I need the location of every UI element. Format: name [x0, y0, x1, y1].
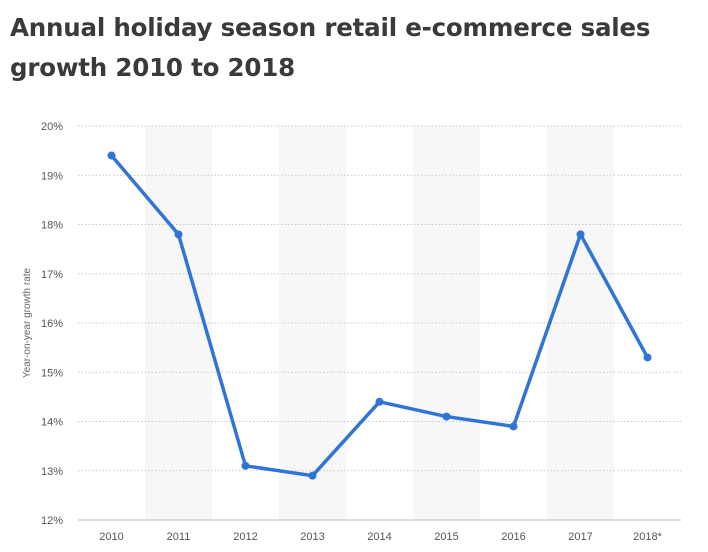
data-point[interactable]: [576, 230, 585, 239]
x-tick-label: 2011: [167, 531, 191, 543]
chart-title: Annual holiday season retail e-commerce …: [10, 13, 651, 82]
data-point[interactable]: [643, 353, 652, 362]
y-tick-label: 12%: [41, 515, 63, 527]
x-tick-label: 2017: [568, 531, 592, 543]
data-point[interactable]: [174, 230, 183, 239]
x-tick-label: 2018*: [633, 531, 662, 543]
y-tick-label: 20%: [41, 121, 63, 133]
y-axis-ticks: 12% 13% 14% 15% 16% 17% 18% 19% 20%: [41, 121, 63, 527]
x-tick-label: 2013: [300, 531, 324, 543]
x-tick-label: 2012: [233, 531, 257, 543]
data-point[interactable]: [375, 397, 384, 406]
y-tick-label: 15%: [41, 367, 63, 379]
y-tick-label: 18%: [41, 220, 63, 232]
x-tick-label: 2010: [99, 531, 123, 543]
x-tick-label: 2016: [501, 531, 525, 543]
y-tick-label: 13%: [41, 466, 63, 478]
x-axis-ticks: 2010 2011 2012 2013 2014 2015 2016 2017 2018*: [99, 531, 662, 543]
gridlines: [78, 125, 681, 521]
y-tick-label: 19%: [41, 170, 63, 182]
x-tick-label: 2014: [367, 531, 391, 543]
data-point[interactable]: [107, 151, 116, 160]
data-point[interactable]: [509, 422, 518, 431]
y-tick-label: 17%: [41, 269, 63, 281]
data-point[interactable]: [241, 461, 250, 470]
y-tick-label: 14%: [41, 417, 63, 429]
data-series: [107, 151, 652, 480]
y-axis-title: Year-on-year growth rate: [22, 267, 33, 378]
data-point[interactable]: [308, 471, 317, 480]
data-point[interactable]: [442, 412, 451, 421]
x-tick-label: 2015: [434, 531, 458, 543]
y-tick-label: 16%: [41, 318, 63, 330]
